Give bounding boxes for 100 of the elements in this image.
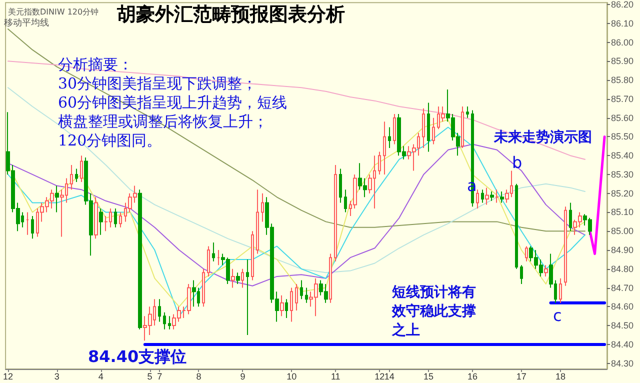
candlestick [305, 287, 308, 304]
candlestick [495, 189, 499, 204]
candlestick [70, 164, 73, 190]
y-tick-label: 85.90 [611, 56, 634, 66]
candlestick [114, 208, 117, 228]
y-tick-label: 84.80 [611, 264, 634, 274]
candlestick [388, 126, 391, 149]
y-tick-label: 86.20 [611, 0, 634, 10]
candlestick [94, 196, 98, 240]
candlestick [280, 294, 284, 317]
annotation: b [512, 153, 522, 172]
candlestick [202, 268, 205, 308]
candlestick [525, 246, 528, 262]
candlestick [285, 298, 288, 319]
y-tick-label: 85.00 [611, 226, 634, 236]
candlestick [217, 250, 220, 266]
x-tick-label: 5 [147, 372, 152, 382]
candlestick [334, 164, 337, 262]
y-tick-label: 85.30 [611, 169, 634, 180]
candlestick [329, 253, 332, 304]
candlestick [490, 190, 494, 202]
annotation: c [553, 306, 562, 325]
candlestick [339, 168, 342, 204]
annotation: 未来走势演示图 [493, 128, 592, 146]
candlestick [192, 280, 196, 308]
y-tick-label: 85.50 [611, 132, 634, 142]
candlestick [261, 192, 264, 222]
y-tick-label: 85.60 [611, 112, 634, 123]
x-tick-label: 7 [157, 372, 162, 382]
candlestick [55, 185, 59, 213]
candlestick [75, 168, 78, 183]
candlestick [158, 298, 161, 322]
x-tick-label: 16 [468, 372, 478, 382]
x-tick-label: 12 [2, 372, 13, 382]
candlestick [432, 117, 435, 145]
y-tick-label: 85.40 [611, 150, 634, 161]
candlestick [212, 242, 215, 262]
candlestick [500, 190, 504, 204]
candlestick [236, 272, 240, 285]
candlestick [207, 246, 210, 277]
x-tick-label: 8 [196, 372, 202, 382]
candlestick [515, 183, 518, 270]
candlestick [344, 189, 347, 213]
candlestick [476, 189, 479, 209]
candlestick [295, 284, 298, 311]
annotation: 84.40支撑位 [88, 347, 187, 366]
candlestick [300, 280, 303, 300]
candlestick [138, 189, 142, 330]
y-tick-label: 86.10 [611, 18, 634, 28]
candlestick [256, 189, 259, 254]
candlestick [290, 287, 293, 322]
x-tick-label: 17 [516, 372, 526, 382]
y-tick-label: 84.30 [611, 358, 634, 368]
x-tick-label: 9 [240, 372, 246, 382]
candlestick [569, 202, 572, 232]
y-tick-label: 84.70 [611, 282, 634, 293]
candlestick [485, 187, 489, 206]
x-tick-label: 15 [424, 372, 434, 382]
x-tick-label: 11 [330, 372, 340, 382]
candlestick [393, 114, 396, 145]
x-tick-label: 4 [98, 372, 104, 382]
x-tick-label: 18 [556, 372, 566, 382]
y-tick-label: 85.80 [611, 75, 634, 86]
candlestick [168, 316, 171, 330]
x-tick-label: 10 [286, 372, 297, 382]
candlestick [231, 268, 235, 288]
candlestick [466, 106, 469, 118]
chart-title: 胡豪外汇范畴预报图表分析 [116, 4, 345, 26]
candlestick [251, 230, 254, 281]
candlestick [80, 155, 83, 183]
x-tick-label: 3 [54, 372, 60, 382]
candlestick [99, 208, 103, 236]
candlestick [246, 258, 249, 336]
candlestick [427, 102, 430, 152]
y-tick-label: 85.20 [611, 188, 634, 198]
candlestick [378, 151, 381, 175]
y-tick-label: 84.40 [611, 339, 634, 350]
candlestick [564, 206, 567, 286]
candlestick [241, 268, 244, 288]
candlestick [559, 278, 562, 304]
x-tick-label: 14 [384, 372, 394, 382]
candlestick [31, 216, 34, 240]
annotation: 分析摘要： [58, 56, 133, 74]
annotation: 短线预计将有效守稳此支撑之上 [391, 284, 476, 338]
annotation: 120分钟图同。 [58, 132, 162, 150]
y-tick-label: 85.10 [611, 207, 634, 218]
candlestick [481, 189, 484, 204]
y-tick-label: 85.70 [611, 94, 634, 104]
y-tick-label: 86.00 [611, 37, 634, 48]
candlestick [383, 121, 386, 175]
text: 美元指数DINIW 120分钟 [8, 8, 99, 16]
candlestick [163, 312, 166, 330]
y-tick-label: 84.50 [611, 320, 634, 331]
candlestick [520, 264, 523, 285]
x-tick-label: 12 [374, 372, 385, 382]
candlestick [422, 108, 425, 149]
candlestick [461, 106, 464, 149]
candlestick [26, 212, 29, 236]
candlestick [119, 212, 122, 228]
y-tick-label: 84.60 [611, 302, 634, 312]
